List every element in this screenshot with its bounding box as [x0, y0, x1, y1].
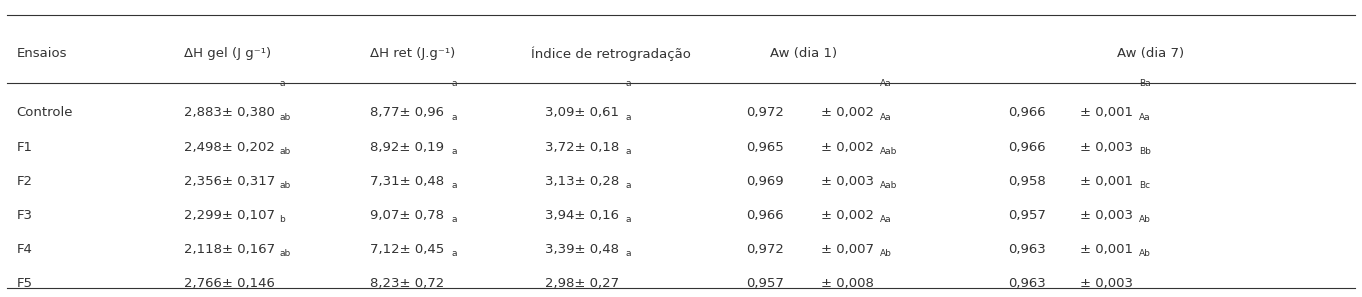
Text: F2: F2 [16, 175, 33, 188]
Text: a: a [451, 181, 456, 190]
Text: 3,13± 0,28: 3,13± 0,28 [545, 175, 624, 188]
Text: ± 0,002: ± 0,002 [821, 209, 878, 222]
Text: Bc: Bc [1139, 181, 1150, 190]
Text: 3,39± 0,48: 3,39± 0,48 [545, 243, 622, 256]
Text: a: a [625, 113, 631, 122]
Text: 3,09± 0,61: 3,09± 0,61 [545, 106, 622, 119]
Text: 7,12± 0,45: 7,12± 0,45 [370, 243, 449, 256]
Text: 0,957: 0,957 [1008, 209, 1046, 222]
Text: 3,72± 0,18: 3,72± 0,18 [545, 140, 624, 154]
Text: Aa: Aa [880, 113, 892, 122]
Text: ± 0,001: ± 0,001 [1080, 106, 1137, 119]
Text: a: a [625, 181, 631, 190]
Text: 0,963: 0,963 [1008, 243, 1046, 256]
Text: 9,07± 0,78: 9,07± 0,78 [370, 209, 448, 222]
Text: ± 0,003: ± 0,003 [1080, 140, 1137, 154]
Text: a: a [451, 215, 456, 224]
Text: ± 0,003: ± 0,003 [1080, 277, 1137, 290]
Text: a: a [279, 79, 285, 88]
Text: a: a [451, 249, 456, 258]
Text: a: a [625, 147, 631, 156]
Text: 0,969: 0,969 [746, 175, 785, 188]
Text: 0,965: 0,965 [746, 140, 785, 154]
Text: 0,963: 0,963 [1008, 277, 1046, 290]
Text: 2,498± 0,202: 2,498± 0,202 [184, 140, 279, 154]
Text: Controle: Controle [16, 106, 72, 119]
Text: 2,299± 0,107: 2,299± 0,107 [184, 209, 279, 222]
Text: 2,883± 0,380: 2,883± 0,380 [184, 106, 279, 119]
Text: ± 0,003: ± 0,003 [821, 175, 878, 188]
Text: ab: ab [279, 147, 290, 156]
Text: 0,958: 0,958 [1008, 175, 1046, 188]
Text: F4: F4 [16, 243, 33, 256]
Text: F5: F5 [16, 277, 33, 290]
Text: a: a [451, 147, 456, 156]
Text: F3: F3 [16, 209, 33, 222]
Text: Aa: Aa [880, 79, 892, 88]
Text: ΔH ret (J.g⁻¹): ΔH ret (J.g⁻¹) [370, 47, 456, 60]
Text: ab: ab [279, 249, 290, 258]
Text: Bb: Bb [1139, 147, 1151, 156]
Text: ± 0,001: ± 0,001 [1080, 175, 1137, 188]
Text: 8,77± 0,96: 8,77± 0,96 [370, 106, 448, 119]
Text: ± 0,002: ± 0,002 [821, 106, 878, 119]
Text: 0,966: 0,966 [1008, 106, 1046, 119]
Text: 0,972: 0,972 [746, 106, 785, 119]
Text: a: a [451, 113, 456, 122]
Text: 3,94± 0,16: 3,94± 0,16 [545, 209, 622, 222]
Text: ab: ab [279, 113, 290, 122]
Text: Aab: Aab [880, 147, 898, 156]
Text: 0,972: 0,972 [746, 243, 785, 256]
Text: Aa: Aa [880, 215, 892, 224]
Text: 2,766± 0,146: 2,766± 0,146 [184, 277, 279, 290]
Text: ab: ab [279, 181, 290, 190]
Text: Ab: Ab [1139, 215, 1151, 224]
Text: 2,356± 0,317: 2,356± 0,317 [184, 175, 279, 188]
Text: Ba: Ba [1139, 79, 1151, 88]
Text: ± 0,003: ± 0,003 [1080, 209, 1137, 222]
Text: a: a [625, 215, 631, 224]
Text: F1: F1 [16, 140, 33, 154]
Text: 2,98± 0,27: 2,98± 0,27 [545, 277, 624, 290]
Text: 8,23± 0,72: 8,23± 0,72 [370, 277, 449, 290]
Text: Ab: Ab [1139, 249, 1151, 258]
Text: ± 0,007: ± 0,007 [821, 243, 878, 256]
Text: ± 0,008: ± 0,008 [821, 277, 878, 290]
Text: Ensaios: Ensaios [16, 47, 67, 60]
Text: b: b [279, 215, 285, 224]
Text: a: a [451, 79, 456, 88]
Text: Aw (dia 1): Aw (dia 1) [770, 47, 838, 60]
Text: Aa: Aa [1139, 113, 1151, 122]
Text: ± 0,001: ± 0,001 [1080, 243, 1137, 256]
Text: 8,92± 0,19: 8,92± 0,19 [370, 140, 448, 154]
Text: Índice de retrogradação: Índice de retrogradação [531, 46, 691, 61]
Text: 2,118± 0,167: 2,118± 0,167 [184, 243, 279, 256]
Text: ± 0,002: ± 0,002 [821, 140, 878, 154]
Text: ΔH gel (J g⁻¹): ΔH gel (J g⁻¹) [184, 47, 271, 60]
Text: 7,31± 0,48: 7,31± 0,48 [370, 175, 449, 188]
Text: 0,966: 0,966 [1008, 140, 1046, 154]
Text: Aw (dia 7): Aw (dia 7) [1117, 47, 1185, 60]
Text: 0,957: 0,957 [746, 277, 785, 290]
Text: Ab: Ab [880, 249, 892, 258]
Text: 0,966: 0,966 [746, 209, 785, 222]
Text: Aab: Aab [880, 181, 898, 190]
Text: a: a [625, 79, 631, 88]
Text: a: a [625, 249, 631, 258]
